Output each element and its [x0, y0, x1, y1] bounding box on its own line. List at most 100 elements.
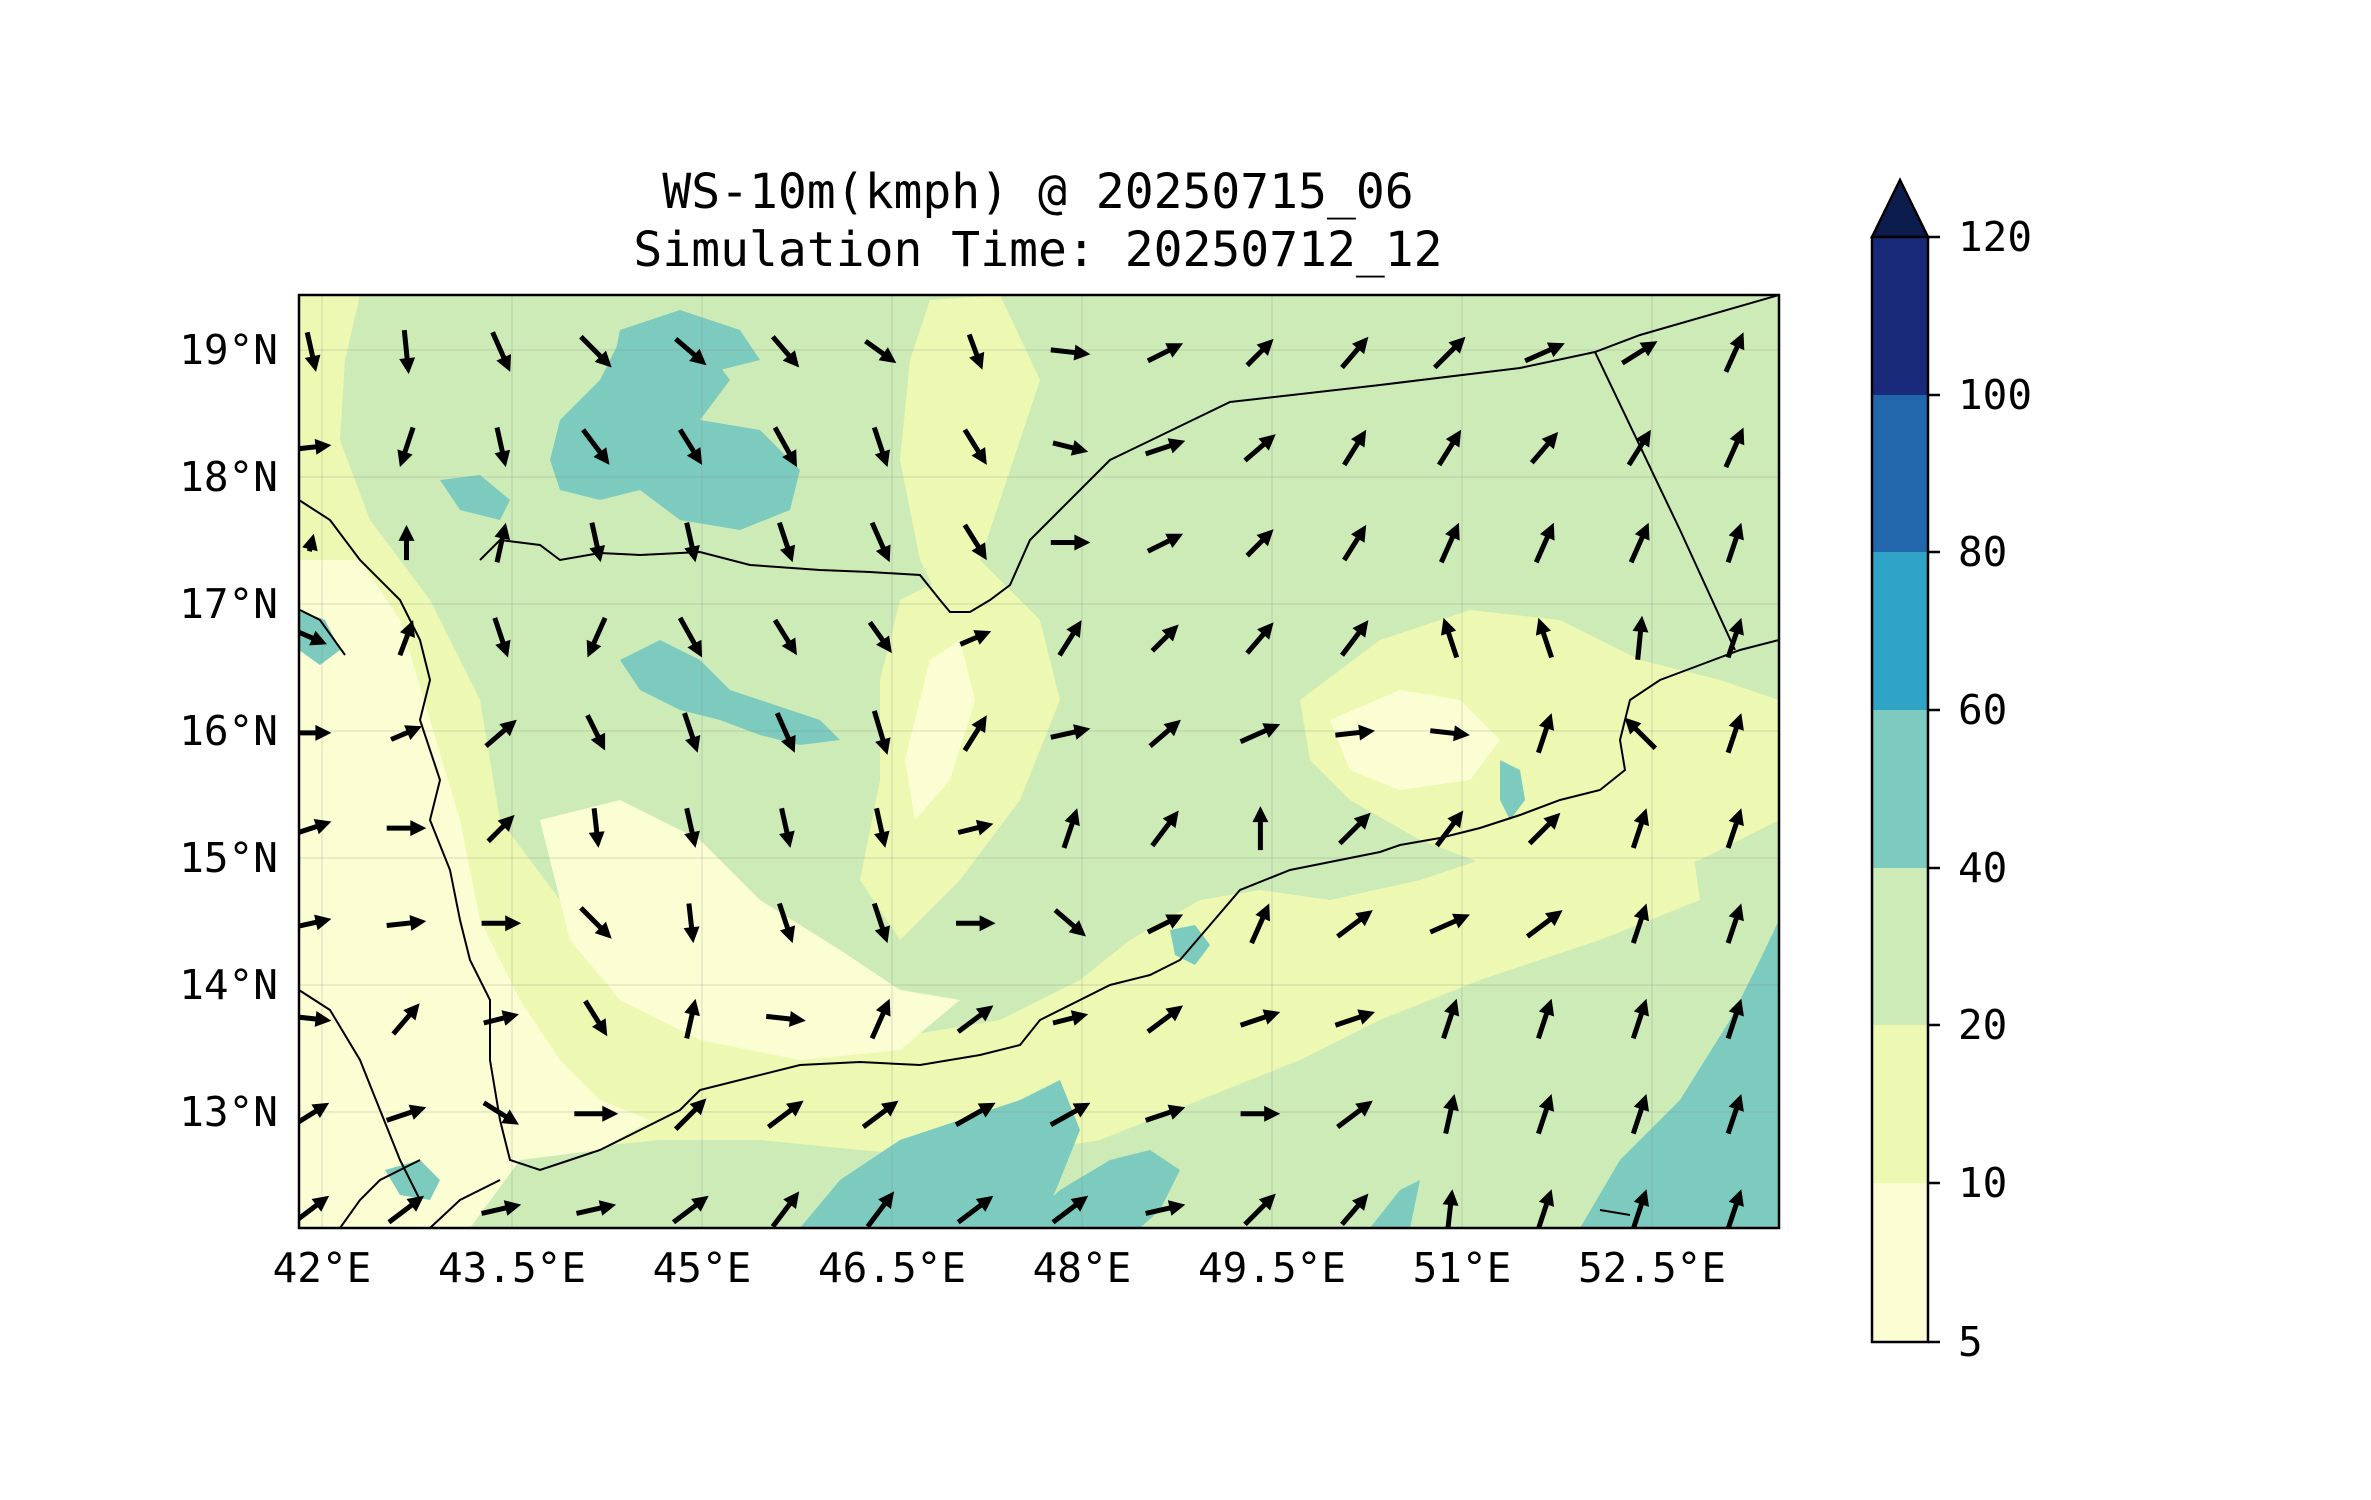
- wind-arrow: [299, 1011, 332, 1027]
- wind-arrow: [1630, 808, 1649, 849]
- wind-arrow: [966, 333, 985, 370]
- wind-arrow: [674, 337, 707, 366]
- wind-arrow: [777, 902, 796, 944]
- wind-arrow: [1239, 1009, 1281, 1028]
- wind-arrow: [304, 331, 321, 372]
- wind-arrow: [579, 906, 612, 939]
- wind-arrow: [1053, 908, 1086, 937]
- wind-arrow: [1342, 524, 1367, 562]
- light-zone-north-central: [900, 295, 1040, 640]
- red-sea-coastline: [299, 499, 1779, 1172]
- wind-arrow: [397, 620, 415, 657]
- colorbar-tick-label: 20: [1958, 1001, 2007, 1049]
- strong-zone-southeast: [1370, 1180, 1420, 1228]
- djibouti-coast: [429, 1179, 501, 1228]
- lightest-zone-west: [299, 560, 650, 1228]
- wind-arrow: [770, 335, 800, 368]
- wind-arrow: [772, 426, 797, 468]
- wind-arrow: [586, 616, 608, 658]
- wind-arrow: [299, 819, 332, 835]
- lon-tick-label: 45°E: [653, 1244, 752, 1292]
- wind-arrow: [871, 710, 891, 755]
- wind-arrow: [1529, 431, 1559, 465]
- wind-arrow: [482, 1100, 519, 1125]
- wind-arrow: [387, 1195, 425, 1225]
- red-sea-island: [299, 609, 346, 656]
- wind-arrow: [1057, 620, 1082, 657]
- wind-arrow: [962, 715, 987, 752]
- wind-arrow: [494, 426, 511, 468]
- wind-arrow: [386, 915, 427, 931]
- wind-arrow: [391, 1003, 420, 1036]
- wind-arrow: [1144, 1104, 1186, 1123]
- wind-arrow: [1145, 1200, 1186, 1216]
- wind-arrow: [1340, 1193, 1369, 1227]
- wind-arrow: [770, 1191, 800, 1228]
- colorbar-band-100-120: [1872, 237, 1928, 395]
- wind-arrow: [1146, 343, 1184, 364]
- wind-arrow: [299, 1102, 330, 1125]
- strong-zone-east-sea: [1580, 920, 1779, 1228]
- wind-arrow: [494, 522, 511, 563]
- wind-arrow: [1245, 338, 1274, 368]
- wind-arrow: [1342, 429, 1367, 467]
- lightest-zone-central: [905, 640, 975, 820]
- wind-arrow: [1524, 342, 1565, 364]
- lon-tick-label: 48°E: [1033, 1244, 1132, 1292]
- lat-tick-label: 16°N: [179, 707, 278, 755]
- wind-arrow: [398, 524, 415, 561]
- wind-arrow: [956, 915, 996, 932]
- wind-arrow: [1525, 910, 1563, 939]
- wind-arrow: [1620, 341, 1658, 366]
- wind-arrow: [1630, 998, 1649, 1040]
- colorbar-tick-label: 5: [1958, 1318, 1983, 1366]
- wind-arrow: [1340, 336, 1369, 370]
- wind-arrow: [299, 914, 332, 931]
- strong-zone-coast-blob: [1170, 925, 1210, 965]
- wind-arrow: [684, 522, 700, 563]
- wind-arrow: [1050, 534, 1091, 551]
- wind-arrow: [684, 998, 700, 1039]
- wind-arrow: [1632, 615, 1649, 660]
- lat-tick-label: 17°N: [179, 580, 278, 628]
- wind-arrow: [1245, 622, 1274, 655]
- wind-arrow: [1723, 332, 1745, 373]
- wind-arrow: [774, 712, 796, 753]
- wind-arrow: [581, 428, 610, 465]
- wind-arrow: [1239, 723, 1281, 744]
- wind-arrow: [490, 331, 511, 372]
- lon-tick-label: 42°E: [273, 1244, 372, 1292]
- wind-arrow: [1626, 429, 1651, 467]
- strong-zone-gulf-mid: [1020, 1150, 1180, 1228]
- wind-arrow: [484, 719, 517, 748]
- wind-arrow: [1624, 717, 1658, 751]
- lat-tick-label: 18°N: [179, 453, 278, 501]
- wind-arrow: [1148, 719, 1181, 748]
- wind-arrow: [1725, 617, 1744, 659]
- wind-arrow: [1439, 522, 1460, 564]
- wind-arrow: [962, 428, 987, 465]
- wind-arrow: [481, 915, 522, 932]
- wind-arrow: [583, 999, 608, 1037]
- wind-arrow: [397, 426, 416, 468]
- wind-arrow: [1436, 429, 1462, 467]
- strong-zone-mid-plume: [620, 640, 840, 745]
- wind-arrow: [1725, 903, 1744, 944]
- colorbar-band-60-80: [1872, 552, 1928, 710]
- wind-arrow: [874, 807, 890, 848]
- wind-arrow: [677, 428, 703, 465]
- wind-arrow: [1536, 1189, 1555, 1228]
- wind-arrow: [959, 630, 992, 647]
- wind-arrow: [1336, 1100, 1373, 1130]
- wind-arrow: [1334, 1009, 1375, 1028]
- map-title-line1: WS-10m(kmph) @ 20250715_06: [662, 164, 1413, 220]
- wind-arrow: [1723, 427, 1745, 469]
- wind-arrow: [579, 334, 612, 368]
- colorbar-band-20-40: [1872, 868, 1928, 1025]
- wind-arrow: [684, 807, 700, 848]
- wind-arrow: [1429, 913, 1470, 935]
- wind-arrow: [1725, 1189, 1744, 1228]
- colorbar-frame: [1870, 235, 1930, 1344]
- wind-arrow: [865, 1191, 895, 1228]
